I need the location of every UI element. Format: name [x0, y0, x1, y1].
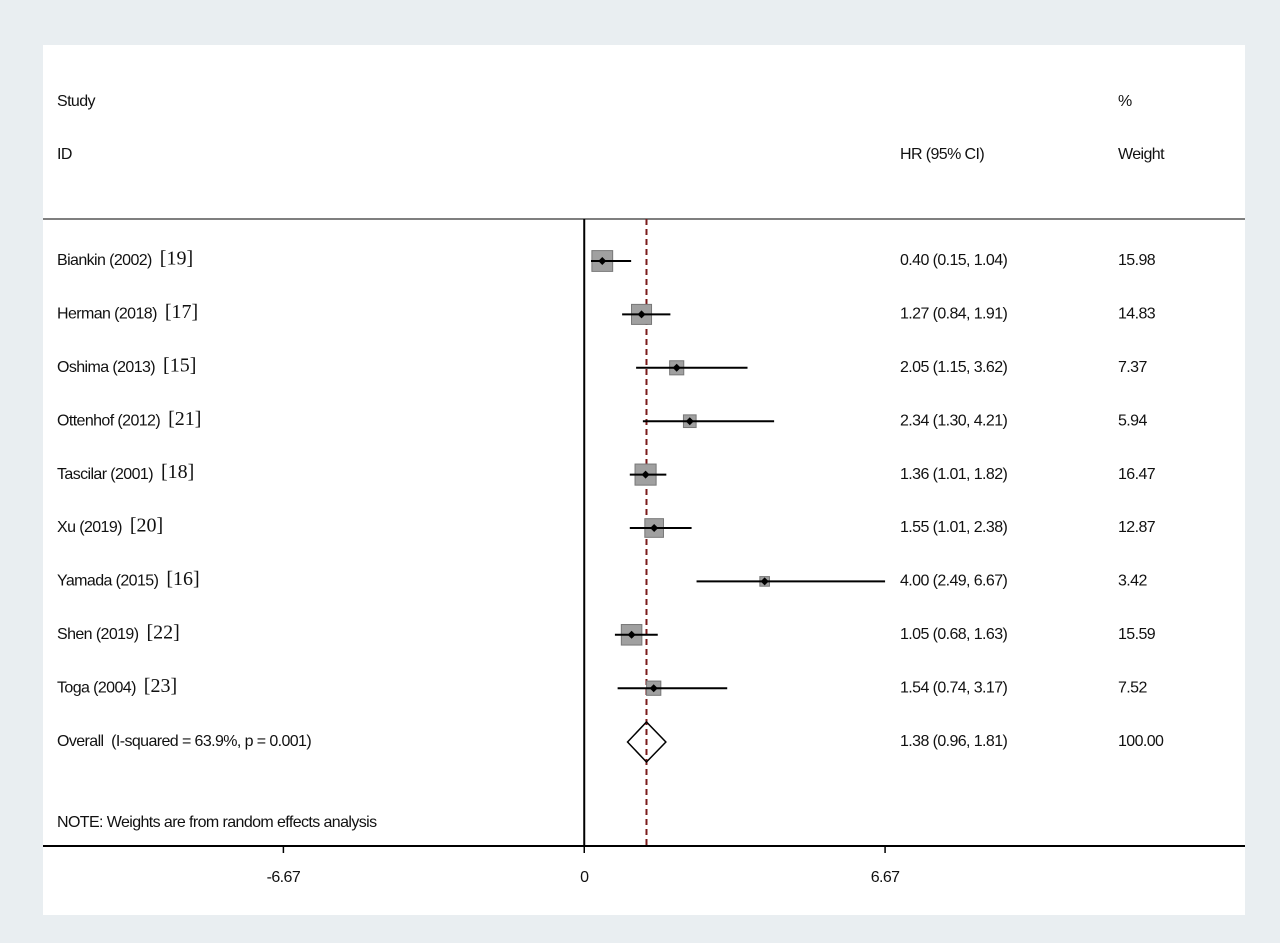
- weight-label: 3.42: [1118, 573, 1147, 590]
- point-estimate: [627, 630, 636, 639]
- study-ref: [18]: [161, 461, 194, 483]
- weight-label: 7.52: [1118, 679, 1147, 696]
- point-estimate: [685, 417, 694, 426]
- study-label: Herman (2018): [57, 306, 157, 323]
- x-tick-label: 6.67: [871, 869, 900, 886]
- overall-diamond: [626, 720, 667, 764]
- study-ref: [20]: [130, 515, 163, 537]
- estimate-label: 4.00 (2.49, 6.67): [900, 573, 1007, 590]
- study-ref: [23]: [144, 675, 177, 697]
- note: NOTE: Weights are from random effects an…: [57, 814, 377, 831]
- study-ref: [22]: [146, 621, 179, 643]
- study-label: Shen (2019): [57, 626, 139, 643]
- study-label: Toga (2004): [57, 679, 136, 696]
- point-estimate: [637, 310, 646, 319]
- estimate-label: 1.36 (1.01, 1.82): [900, 466, 1007, 483]
- study-ref: [15]: [163, 354, 196, 376]
- overall-estimate-label: 1.38 (0.96, 1.81): [900, 733, 1007, 750]
- point-estimate: [649, 684, 658, 693]
- x-tick-label: 0: [580, 869, 589, 886]
- estimate-label: 0.40 (0.15, 1.04): [900, 252, 1007, 269]
- estimate-label: 1.27 (0.84, 1.91): [900, 306, 1007, 323]
- header-pct: %: [1118, 93, 1132, 110]
- header-estimate: HR (95% CI): [900, 146, 984, 163]
- study-ref: [16]: [166, 568, 199, 590]
- weight-label: 15.59: [1118, 626, 1156, 643]
- weight-label: 7.37: [1118, 359, 1147, 376]
- study-label: Ottenhof (2012): [57, 412, 160, 429]
- weight-label: 12.87: [1118, 519, 1156, 536]
- weight-label: 14.83: [1118, 306, 1156, 323]
- study-ref: [21]: [168, 408, 201, 430]
- header-weight: Weight: [1118, 146, 1165, 163]
- weight-label: 16.47: [1118, 466, 1156, 483]
- study-label: Biankin (2002): [57, 252, 152, 269]
- weight-label: 15.98: [1118, 252, 1156, 269]
- estimate-label: 2.34 (1.30, 4.21): [900, 412, 1007, 429]
- point-estimate: [672, 363, 681, 372]
- study-ref: [19]: [160, 248, 193, 270]
- study-label: Tascilar (2001): [57, 466, 153, 483]
- study-label: Xu (2019): [57, 519, 122, 536]
- point-estimate: [641, 470, 650, 479]
- overall-weight-label: 100.00: [1118, 733, 1164, 750]
- study-label: Yamada (2015): [57, 573, 159, 590]
- estimate-label: 1.55 (1.01, 2.38): [900, 519, 1007, 536]
- study-label: Oshima (2013): [57, 359, 155, 376]
- header-id: ID: [57, 146, 72, 163]
- overall-label: Overall (I-squared = 63.9%, p = 0.001): [57, 733, 311, 750]
- x-tick-label: -6.67: [267, 869, 301, 886]
- estimate-label: 1.54 (0.74, 3.17): [900, 679, 1007, 696]
- point-estimate: [598, 257, 607, 265]
- header-study: Study: [57, 93, 96, 110]
- point-estimate: [650, 524, 659, 532]
- point-estimate: [760, 577, 769, 586]
- estimate-label: 1.05 (0.68, 1.63): [900, 626, 1007, 643]
- study-ref: [17]: [165, 301, 198, 323]
- weight-label: 5.94: [1118, 412, 1147, 429]
- estimate-label: 2.05 (1.15, 3.62): [900, 359, 1007, 376]
